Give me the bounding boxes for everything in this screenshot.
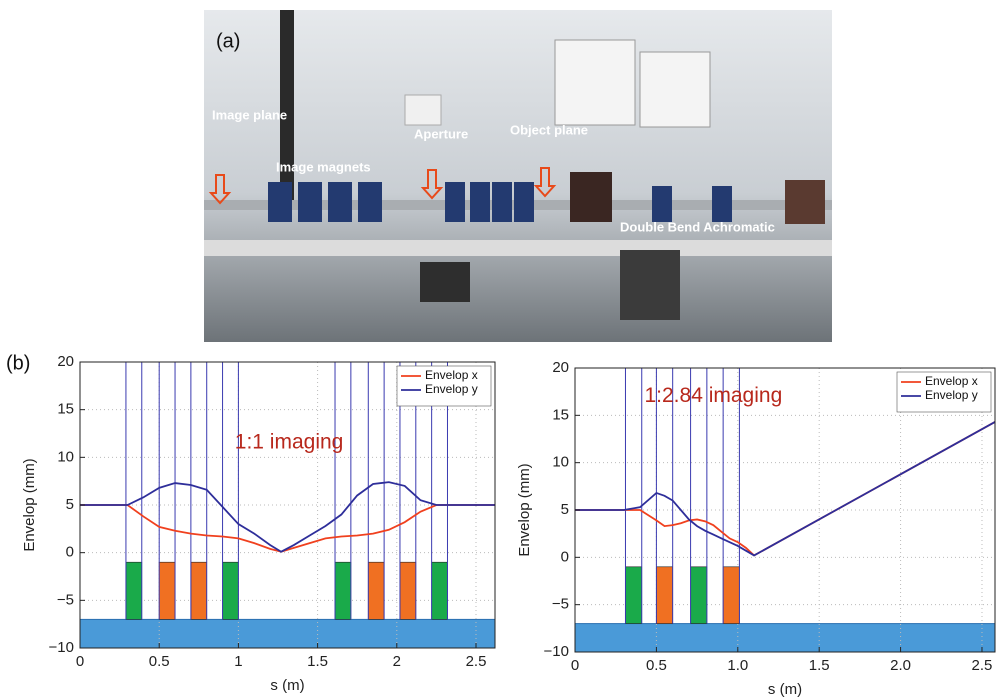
y-tick-label: 10 bbox=[57, 448, 74, 465]
envelope-line bbox=[575, 422, 995, 555]
photo-label: Image plane bbox=[212, 107, 287, 122]
photo-label: Image magnets bbox=[276, 159, 371, 174]
x-tick-label: 1.5 bbox=[307, 653, 328, 670]
photo-label: Double Bend Achromatic bbox=[620, 219, 775, 234]
x-tick-label: 0 bbox=[76, 653, 84, 670]
annotation: 1:2.84 imaging bbox=[644, 384, 782, 407]
photo-poster bbox=[640, 52, 710, 127]
y-tick-label: 20 bbox=[552, 359, 569, 376]
y-tick-label: 15 bbox=[552, 406, 569, 423]
x-tick-label: 1 bbox=[234, 653, 242, 670]
x-tick-label: 0.5 bbox=[149, 653, 170, 670]
chart: 0 0.5 1.0 1.5 2.0 2.5 −10 −5 0 5 10 15 20 s (m) Envelo… bbox=[516, 359, 995, 697]
y-tick-label: 20 bbox=[57, 353, 74, 370]
y-tick-label: −5 bbox=[57, 591, 74, 608]
photo-instrument bbox=[420, 262, 470, 302]
legend-label: Envelop y bbox=[925, 388, 978, 402]
photo-label: Aperture bbox=[414, 126, 468, 141]
x-tick-label: 1.5 bbox=[809, 657, 830, 674]
beamline-floor bbox=[575, 624, 995, 652]
magnet bbox=[335, 562, 351, 619]
y-tick-label: −10 bbox=[544, 643, 569, 660]
magnet bbox=[432, 562, 448, 619]
panel-label: (a) bbox=[216, 30, 240, 52]
beamline-floor bbox=[80, 619, 495, 648]
envelope-line bbox=[575, 422, 995, 555]
y-axis-label: Envelop (mm) bbox=[21, 458, 38, 551]
magnet bbox=[223, 562, 239, 619]
magnet bbox=[656, 567, 672, 624]
photo-label: Object plane bbox=[510, 122, 588, 137]
x-tick-label: 0 bbox=[571, 657, 579, 674]
y-tick-label: −5 bbox=[552, 596, 569, 613]
x-tick-label: 2.5 bbox=[466, 653, 487, 670]
magnet bbox=[691, 567, 707, 624]
x-tick-label: 2.0 bbox=[890, 657, 911, 674]
chart: 0 0.5 1 1.5 2 2.5 −10 −5 0 5 10 15 20 s (m) Envelop (m… bbox=[21, 353, 495, 694]
magnet bbox=[368, 562, 384, 619]
y-tick-label: 10 bbox=[552, 454, 569, 471]
photo-poster bbox=[555, 40, 635, 125]
figure: (a) Image plane Image magnets Aperture O… bbox=[0, 0, 998, 697]
y-tick-label: 0 bbox=[561, 548, 569, 565]
y-tick-label: 5 bbox=[561, 501, 569, 518]
y-tick-label: 15 bbox=[57, 401, 74, 418]
legend-label: Envelop x bbox=[925, 374, 978, 388]
photo-table bbox=[204, 240, 832, 256]
photo-rack bbox=[620, 250, 680, 320]
photo: (a) Image plane Image magnets Aperture O… bbox=[204, 10, 832, 342]
magnet bbox=[723, 567, 739, 624]
y-tick-label: 5 bbox=[66, 496, 74, 513]
y-axis-label: Envelop (mm) bbox=[516, 463, 533, 556]
photo-dipole bbox=[785, 180, 825, 224]
magnet bbox=[400, 562, 416, 619]
legend-label: Envelop x bbox=[425, 368, 478, 382]
panel-label: (b) bbox=[6, 352, 30, 374]
x-axis-label: s (m) bbox=[270, 677, 304, 694]
magnet bbox=[159, 562, 175, 619]
annotation: 1:1 imaging bbox=[235, 431, 344, 454]
legend-label: Envelop y bbox=[425, 382, 478, 396]
photo-background bbox=[204, 10, 832, 342]
x-tick-label: 0.5 bbox=[646, 657, 667, 674]
magnet bbox=[126, 562, 142, 619]
photo-box bbox=[405, 95, 441, 125]
x-tick-label: 2.5 bbox=[972, 657, 993, 674]
y-tick-label: 0 bbox=[66, 544, 74, 561]
photo-dipole bbox=[570, 172, 612, 222]
x-tick-label: 1.0 bbox=[727, 657, 748, 674]
photo-magnets bbox=[268, 182, 732, 222]
x-axis-label: s (m) bbox=[768, 681, 802, 697]
x-tick-label: 2 bbox=[393, 653, 401, 670]
magnet bbox=[625, 567, 641, 624]
y-tick-label: −10 bbox=[49, 639, 74, 656]
magnet bbox=[191, 562, 207, 619]
